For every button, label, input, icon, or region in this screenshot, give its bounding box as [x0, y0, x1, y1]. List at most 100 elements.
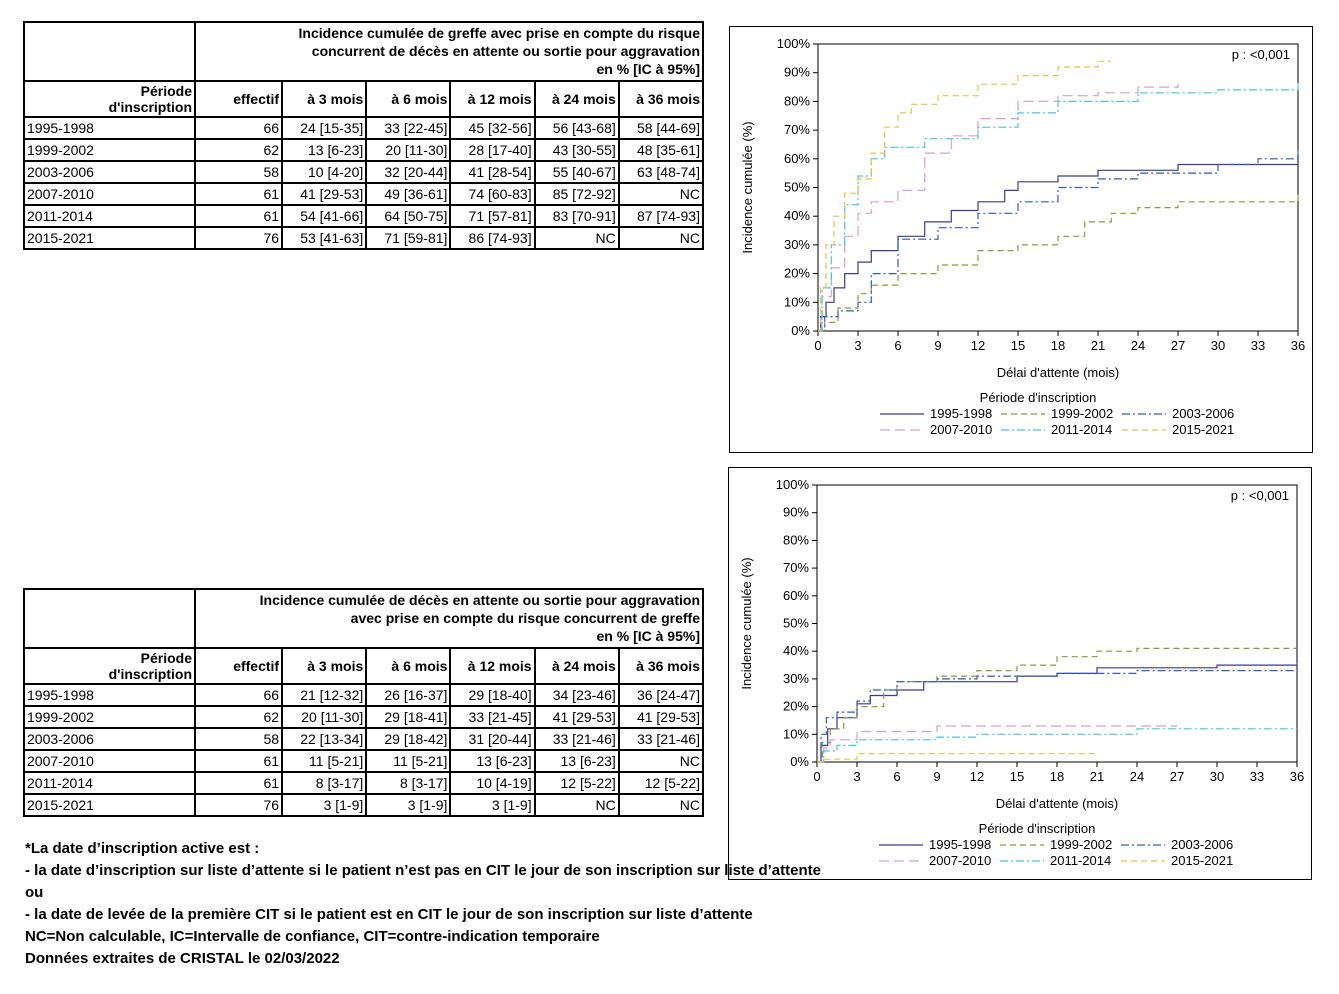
cell-value: NC [533, 793, 620, 817]
cell-value: 48 [35-61] [617, 138, 705, 162]
cell-value: 85 [72-92] [533, 182, 620, 206]
cell-periode: 2011-2014 [22, 204, 197, 228]
cell-periode: 2015-2021 [22, 793, 197, 817]
y-tick-label: 40% [784, 208, 810, 223]
cell-value: 33 [21-46] [533, 727, 620, 751]
table-row: 1999-2002 62 20 [11-30] 29 [18-41] 33 [21-45… [22, 705, 705, 729]
y-tick-label: 60% [783, 588, 809, 603]
cell-value: 63 [48-74] [617, 160, 705, 184]
cell-effectif: 58 [194, 727, 284, 751]
x-tick-label: 12 [970, 769, 984, 784]
y-tick-label: 70% [783, 560, 809, 575]
cell-value: 8 [3-17] [281, 771, 368, 795]
y-tick-label: 10% [783, 726, 809, 741]
cell-value: 12 [5-22] [533, 771, 620, 795]
note-line: - la date d’inscription sur liste d’atte… [25, 862, 821, 879]
x-tick-label: 24 [1130, 769, 1144, 784]
cell-value: 49 [36-61] [365, 182, 452, 206]
p-value: p : <0,001 [1232, 47, 1290, 62]
y-tick-label: 90% [784, 65, 810, 80]
series-line-1995-1998 [818, 163, 1298, 332]
cell-value: 12 [5-22] [617, 771, 705, 795]
y-tick-label: 100% [776, 477, 810, 492]
x-tick-label: 6 [893, 769, 900, 784]
cell-value: NC [617, 749, 705, 773]
cell-effectif: 58 [194, 160, 284, 184]
series-line-2007-2010 [818, 84, 1179, 332]
legend-label: 2007-2010 [929, 853, 991, 868]
cell-value: 11 [5-21] [365, 749, 452, 773]
cell-value: 26 [16-37] [365, 683, 452, 707]
cell-periode: 2011-2014 [22, 771, 197, 795]
y-axis-label: Incidence cumulée (%) [739, 557, 754, 689]
header-periode: Période d'inscription [22, 80, 197, 118]
cell-value: 20 [11-30] [365, 138, 452, 162]
y-tick-label: 70% [784, 122, 810, 137]
cell-periode: 1995-1998 [22, 683, 197, 707]
y-tick-label: 10% [784, 294, 810, 309]
note-line: *La date d’inscription active est : [25, 840, 260, 857]
x-tick-label: 21 [1091, 338, 1105, 353]
header-col: à 24 mois [533, 80, 620, 118]
cell-value: 43 [30-55] [533, 138, 620, 162]
header-col: à 3 mois [281, 647, 368, 685]
cell-effectif: 66 [194, 683, 284, 707]
cell-value: 36 [24-47] [617, 683, 705, 707]
series-line-2015-2021 [817, 753, 1097, 763]
header-effectif: effectif [194, 647, 284, 685]
table-row: 2003-2006 58 22 [13-34] 29 [18-42] 31 [20-44… [22, 727, 705, 751]
y-tick-label: 20% [783, 699, 809, 714]
cell-value: 83 [70-91] [533, 204, 620, 228]
x-tick-label: 36 [1290, 769, 1304, 784]
cell-value: 74 [60-83] [449, 182, 536, 206]
footnotes: *La date d’inscription active est : - la… [25, 838, 821, 970]
table-corner [22, 588, 197, 649]
legend-label: 2011-2014 [1051, 422, 1112, 437]
cell-value: 41 [29-53] [533, 705, 620, 729]
header-effectif: effectif [194, 80, 284, 118]
cell-value: NC [617, 793, 705, 817]
y-tick-label: 40% [783, 643, 809, 658]
x-tick-label: 0 [813, 769, 820, 784]
cell-value: 33 [21-45] [449, 705, 536, 729]
legend-label: 2003-2006 [1171, 837, 1233, 852]
table-row: 1999-2002 62 13 [6-23] 20 [11-30] 28 [17-40]… [22, 138, 705, 162]
cell-periode: 2015-2021 [22, 226, 197, 250]
y-tick-label: 50% [783, 616, 809, 631]
note-line: ou [25, 884, 44, 901]
legend-label: 2015-2021 [1172, 422, 1234, 437]
y-tick-label: 80% [783, 532, 809, 547]
cell-value: 10 [4-19] [449, 771, 536, 795]
cell-value: 8 [3-17] [365, 771, 452, 795]
y-tick-label: 0% [790, 754, 809, 769]
cell-value: 24 [15-35] [281, 116, 368, 140]
table-row: 1995-1998 66 21 [12-32] 26 [16-37] 29 [18-40… [22, 683, 705, 707]
x-tick-label: 30 [1211, 338, 1225, 353]
y-axis-label: Incidence cumulée (%) [740, 121, 755, 253]
cell-value: 71 [59-81] [365, 226, 452, 250]
x-tick-label: 21 [1090, 769, 1104, 784]
cell-value: NC [617, 182, 705, 206]
cell-value: 29 [18-41] [365, 705, 452, 729]
cell-periode: 1995-1998 [22, 116, 197, 140]
x-axis-label: Délai d'attente (mois) [996, 796, 1118, 811]
header-col: à 6 mois [365, 80, 452, 118]
legend-label: 2007-2010 [930, 422, 992, 437]
cell-effectif: 66 [194, 116, 284, 140]
cell-value: 53 [41-63] [281, 226, 368, 250]
x-tick-label: 33 [1250, 769, 1264, 784]
y-tick-label: 30% [783, 671, 809, 686]
cell-value: 11 [5-21] [281, 749, 368, 773]
series-line-2003-2006 [818, 150, 1299, 332]
legend-title: Période d'inscription [979, 821, 1096, 836]
cell-value: 32 [20-44] [365, 160, 452, 184]
x-tick-label: 12 [971, 338, 985, 353]
cell-value: 28 [17-40] [449, 138, 536, 162]
cell-effectif: 61 [194, 749, 284, 773]
cell-value: 31 [20-44] [449, 727, 536, 751]
header-periode: Période d'inscription [22, 647, 197, 685]
header-col: à 12 mois [449, 647, 536, 685]
x-tick-label: 0 [814, 338, 821, 353]
y-tick-label: 60% [784, 151, 810, 166]
cell-value: 29 [18-40] [449, 683, 536, 707]
